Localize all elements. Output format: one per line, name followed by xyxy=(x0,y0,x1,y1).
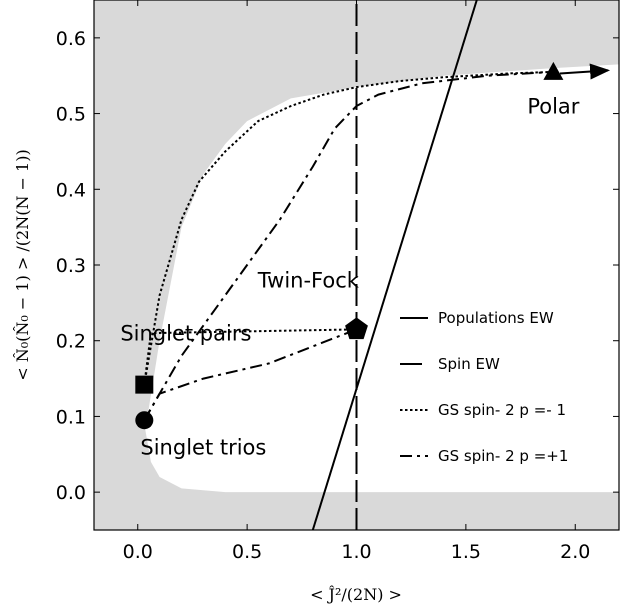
annotation-layer: Polar Twin-Fock Singlet pairs Singlet trios xyxy=(120,95,579,460)
y-tick-label: 0.4 xyxy=(56,179,86,201)
marker-singlet-trios xyxy=(135,411,154,430)
annotation-singlet-pairs: Singlet pairs xyxy=(120,322,251,346)
marker-twin-fock xyxy=(345,317,368,340)
x-axis-title: < Ĵ²/(2N) > xyxy=(310,585,402,604)
series-layer xyxy=(143,0,554,530)
x-tick-label: 0.0 xyxy=(123,541,153,563)
annotation-polar: Polar xyxy=(527,95,579,119)
x-tick-label: 1.5 xyxy=(451,541,481,563)
annotation-twin-fock: Twin-Fock xyxy=(257,269,360,293)
marker-singlet-pairs xyxy=(135,375,154,394)
legend-label-1: Populations EW xyxy=(438,309,554,327)
marker-polar xyxy=(543,61,564,80)
legend: Populations EW Spin EW GS spin- 2 p =- 1 GS… xyxy=(400,309,568,465)
series-line-3-branch xyxy=(143,328,357,385)
annotation-singlet-trios: Singlet trios xyxy=(140,435,266,459)
x-tick-label: 1.0 xyxy=(341,541,371,563)
series-line-1 xyxy=(311,0,478,530)
x-tick-label: 0.5 xyxy=(232,541,262,563)
series-line-4 xyxy=(143,70,554,421)
legend-label-4: GS spin- 2 p =+1 xyxy=(438,447,568,465)
y-tick-label: 0.0 xyxy=(56,482,86,504)
series-line-4-branch xyxy=(143,328,357,421)
y-tick-label: 0.3 xyxy=(56,255,86,277)
legend-label-2: Spin EW xyxy=(438,355,500,373)
axes: 0.0 0.5 1.0 1.5 2.0 0.0 0.1 0.2 0.3 0.4 0.5 0.6 xyxy=(56,0,620,563)
legend-label-3: GS spin- 2 p =- 1 xyxy=(438,401,566,419)
y-tick-label: 0.2 xyxy=(56,331,86,353)
x-tick-label: 2.0 xyxy=(560,541,590,563)
allowed-region xyxy=(144,64,620,493)
series-line-3 xyxy=(143,70,554,385)
y-tick-label: 0.1 xyxy=(56,406,86,428)
y-tick-label: 0.6 xyxy=(56,28,86,50)
marker-layer xyxy=(135,61,611,430)
y-axis-title: < N̂₀(N̂₀ − 1) > /(2N(N − 1)) xyxy=(13,149,32,380)
polar-arrow xyxy=(559,63,611,80)
y-tick-label: 0.5 xyxy=(56,104,86,126)
